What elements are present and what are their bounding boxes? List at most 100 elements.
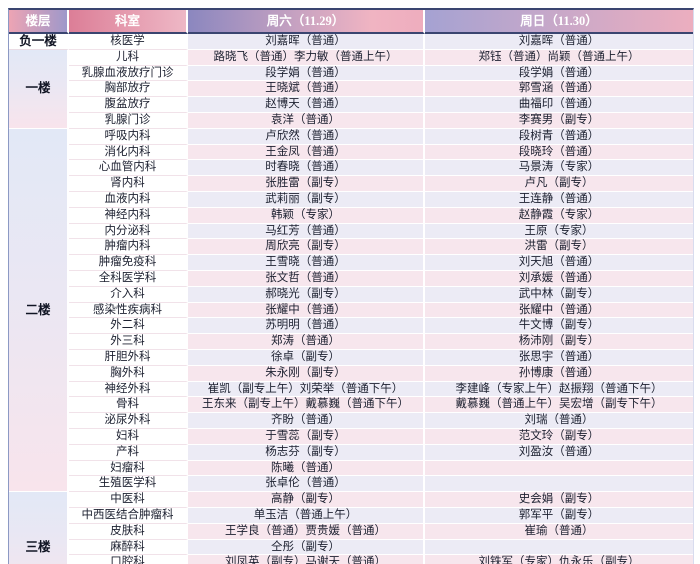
sunday-cell: 张耀中（普通） xyxy=(425,302,693,319)
saturday-cell: 张文哲（普通） xyxy=(188,270,425,287)
saturday-cell: 仝彤（副专） xyxy=(188,539,425,556)
sunday-cell: 段学娟（普通） xyxy=(425,65,693,82)
sunday-cell: 曲福印（普通） xyxy=(425,97,693,113)
sunday-cell: 王连静（普通） xyxy=(425,191,693,208)
saturday-cell: 陈曦（普通） xyxy=(188,460,425,477)
saturday-cell: 王金凤（普通） xyxy=(188,144,425,161)
table-row: 一楼 儿科 路晓飞（普通）李力敏（普通上午） 郑钰（普通）尚颖（普通上午） xyxy=(9,49,693,129)
table-row: 心血管内科 时春晓（普通） 马景涛（专家） xyxy=(9,160,693,177)
department-cell: 中西医结合肿瘤科 xyxy=(69,507,188,524)
department-cell: 介入科 xyxy=(69,286,188,303)
saturday-cell: 武莉丽（副专） xyxy=(188,191,425,208)
saturday-cell: 马红芳（普通） xyxy=(188,223,425,240)
header-sunday: 周日（11.30） xyxy=(425,10,693,34)
saturday-cell: 张卓伦（普通） xyxy=(188,476,425,493)
saturday-cell: 袁洋（普通） xyxy=(188,112,425,129)
saturday-cell: 段学娟（普通） xyxy=(188,65,425,82)
table-row: 胸部放疗 王晓斌（普通） 郭雪涵（普通） xyxy=(9,81,693,98)
department-cell: 儿科 xyxy=(69,49,188,66)
department-cell: 肿瘤免疫科 xyxy=(69,255,188,271)
table-row: 生殖医学科 张卓伦（普通） xyxy=(9,476,693,493)
table-row: 产科 杨志芬（副专） 刘盈汝（普通） xyxy=(9,444,693,461)
floor-cell: 负一楼 xyxy=(9,34,69,50)
department-cell: 心血管内科 xyxy=(69,160,188,177)
department-cell: 肝胆外科 xyxy=(69,349,188,366)
sunday-cell: 崔瑜（普通） xyxy=(425,523,693,540)
table-row: 血液内科 武莉丽（副专） 王连静（普通） xyxy=(9,191,693,208)
table-row: 介入科 郝晓光（副专） 武中林（副专） xyxy=(9,286,693,303)
department-cell: 腹盆放疗 xyxy=(69,97,188,113)
table-row: 消化内科 王金凤（普通） 段晓玲（普通） xyxy=(9,144,693,161)
table-row: 肿瘤免疫科 王雪晓（普通） 刘天旭（普通） xyxy=(9,255,693,271)
department-cell: 胸部放疗 xyxy=(69,81,188,98)
saturday-cell: 卢欣然（普通） xyxy=(188,128,425,145)
department-cell: 麻醉科 xyxy=(69,539,188,556)
department-cell: 皮肤科 xyxy=(69,523,188,540)
table-row: 肝胆外科 徐卓（副专） 张思宇（普通） xyxy=(9,349,693,366)
sunday-cell: 王原（专家） xyxy=(425,223,693,240)
table-row: 肿瘤内科 周欣亮（副专） 洪雷（副专） xyxy=(9,239,693,256)
department-cell: 妇科 xyxy=(69,428,188,445)
table-row: 妇瘤科 陈曦（普通） xyxy=(9,460,693,477)
department-cell: 乳腺血液放疗门诊 xyxy=(69,65,188,82)
department-cell: 产科 xyxy=(69,444,188,461)
department-cell: 肾内科 xyxy=(69,176,188,192)
table-row: 皮肤科 王学良（普通）贾贵媛（普通） 崔瑜（普通） xyxy=(9,523,693,540)
saturday-cell: 徐卓（副专） xyxy=(188,349,425,366)
table-row: 泌尿外科 齐盼（普通） 刘瑞（普通） xyxy=(9,413,693,429)
department-cell: 胸外科 xyxy=(69,365,188,382)
saturday-cell: 崔凯（副专上午）刘荣举（普通下午） xyxy=(188,381,425,398)
saturday-cell: 郝晓光（副专） xyxy=(188,286,425,303)
header-floor: 楼层 xyxy=(9,10,69,34)
table-row: 全科医学科 张文哲（普通） 刘承媛（普通） xyxy=(9,270,693,287)
department-cell: 外三科 xyxy=(69,334,188,350)
schedule-body: 负一楼 核医学 刘嘉晖（普通） 刘嘉晖（普通） 一楼 儿科 路晓飞（普通）李力敏（普通上午）… xyxy=(9,34,693,564)
saturday-cell: 单玉洁（普通上午） xyxy=(188,507,425,524)
table-row: 肾内科 张胜雷（副专） 卢凡（副专） xyxy=(9,176,693,192)
saturday-cell: 周欣亮（副专） xyxy=(188,239,425,256)
saturday-cell: 王学良（普通）贾贵媛（普通） xyxy=(188,523,425,540)
saturday-cell: 刘凤英（副专）马谢天（普通） xyxy=(188,555,425,564)
sunday-cell: 李赛男（副专） xyxy=(425,112,693,129)
saturday-cell: 杨志芬（副专） xyxy=(188,444,425,461)
department-cell: 生殖医学科 xyxy=(69,476,188,493)
sunday-cell: 段树青（普通） xyxy=(425,128,693,145)
department-cell: 骨科 xyxy=(69,397,188,414)
saturday-cell: 王东来（副专上午）戴慕巍（普通下午） xyxy=(188,397,425,414)
sunday-cell: 张思宇（普通） xyxy=(425,349,693,366)
sunday-cell: 马景涛（专家） xyxy=(425,160,693,177)
department-cell: 呼吸内科 xyxy=(69,128,188,145)
table-row: 骨科 王东来（副专上午）戴慕巍（普通下午） 戴慕巍（普通上午）吴宏增（副专下午） xyxy=(9,397,693,414)
department-cell: 泌尿外科 xyxy=(69,413,188,429)
sunday-cell: 郭军平（副专） xyxy=(425,507,693,524)
sunday-cell: 刘铁军（专家）仇永乐（副专） xyxy=(425,555,693,564)
saturday-cell: 于雪蕊（副专） xyxy=(188,428,425,445)
floor-cell: 一楼 xyxy=(9,49,69,129)
sunday-cell: 戴慕巍（普通上午）吴宏增（副专下午） xyxy=(425,397,693,414)
table-row: 麻醉科 仝彤（副专） xyxy=(9,539,693,556)
sunday-cell: 杨沛刚（副专） xyxy=(425,334,693,350)
table-row: 口腔科 刘凤英（副专）马谢天（普通） 刘铁军（专家）仇永乐（副专） xyxy=(9,555,693,564)
table-row: 神经内科 韩颖（专家） 赵静霞（专家） xyxy=(9,207,693,224)
header-row: 楼层 科室 周六（11.29） 周日（11.30） xyxy=(9,10,693,34)
sunday-cell: 洪雷（副专） xyxy=(425,239,693,256)
table-row: 负一楼 核医学 刘嘉晖（普通） 刘嘉晖（普通） xyxy=(9,34,693,50)
department-cell: 神经内科 xyxy=(69,207,188,224)
saturday-cell: 张胜雷（副专） xyxy=(188,176,425,192)
department-cell: 外二科 xyxy=(69,318,188,335)
table-header: 楼层 科室 周六（11.29） 周日（11.30） xyxy=(9,10,693,34)
sunday-cell: 刘嘉晖（普通） xyxy=(425,34,693,50)
saturday-cell: 朱永刚（副专） xyxy=(188,365,425,382)
sunday-cell: 刘盈汝（普通） xyxy=(425,444,693,461)
table-row: 乳腺门诊 袁洋（普通） 李赛男（副专） xyxy=(9,112,693,129)
sunday-cell: 刘天旭（普通） xyxy=(425,255,693,271)
sunday-cell xyxy=(425,460,693,477)
department-cell: 中医科 xyxy=(69,492,188,508)
department-cell: 口腔科 xyxy=(69,555,188,564)
department-cell: 神经外科 xyxy=(69,381,188,398)
table-row: 二楼 呼吸内科 卢欣然（普通） 段树青（普通） xyxy=(9,128,693,493)
sunday-cell xyxy=(425,476,693,493)
saturday-cell: 张耀中（普通） xyxy=(188,302,425,319)
saturday-cell: 苏明明（普通） xyxy=(188,318,425,335)
